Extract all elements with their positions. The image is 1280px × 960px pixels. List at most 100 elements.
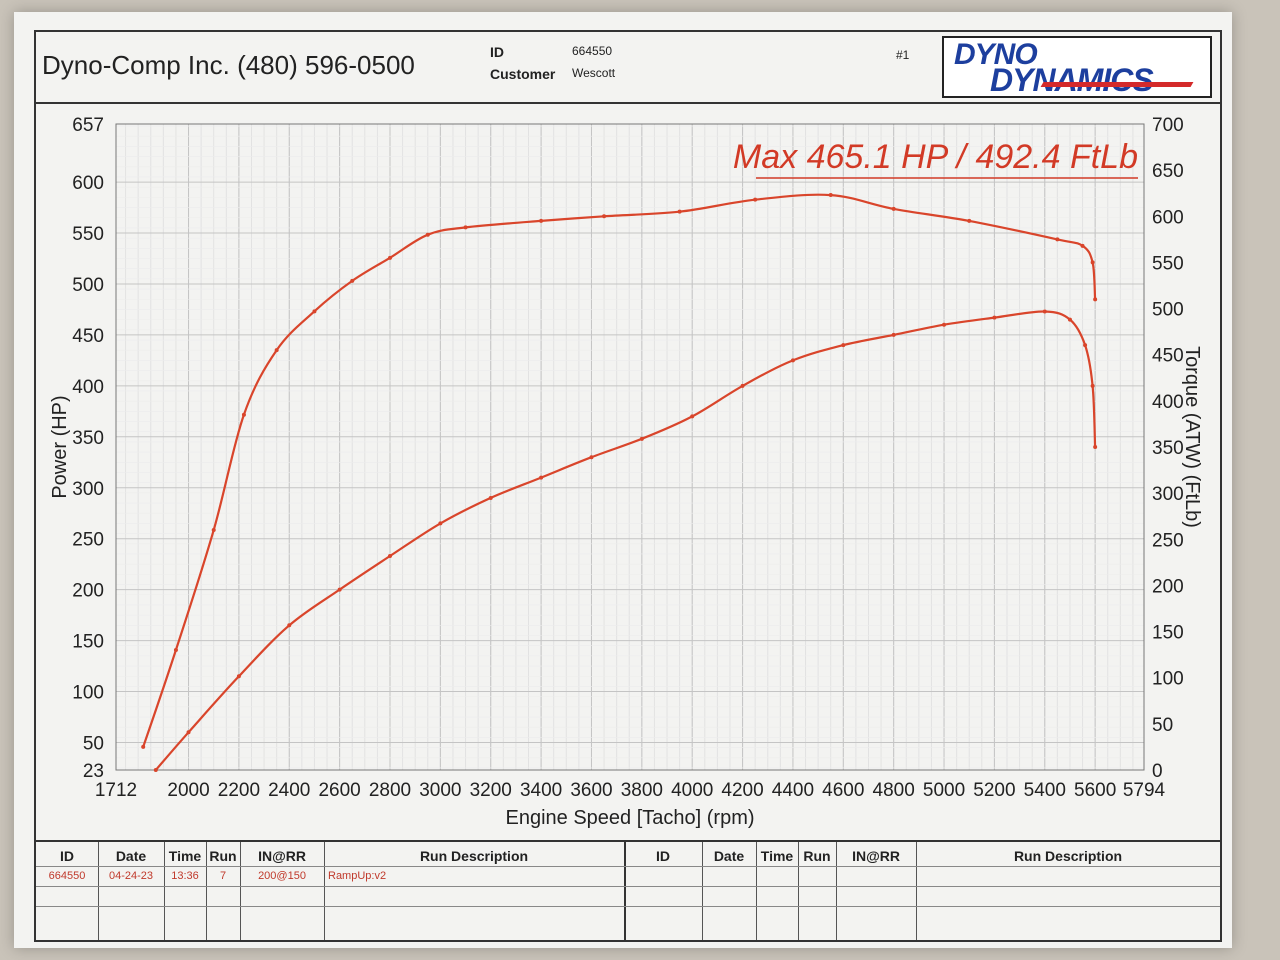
- y-tick-label: 250: [72, 530, 104, 551]
- table-row-line: [36, 866, 1220, 867]
- y2-tick-label: 50: [1152, 715, 1173, 736]
- y2-axis-label: Torque (ATW) (FtLb): [1181, 346, 1203, 528]
- x-tick-label: 3800: [621, 780, 663, 801]
- table-cell: 04-24-23: [108, 870, 154, 882]
- logo-line1: DYNO: [954, 38, 1038, 71]
- x-tick-label: 4400: [772, 780, 814, 801]
- y-tick-label: 400: [72, 377, 104, 398]
- header: Dyno-Comp Inc. (480) 596-0500 ID 664550 …: [36, 32, 1220, 104]
- x-tick-label: 1712: [95, 780, 137, 801]
- torque-point: [425, 232, 430, 237]
- power-point: [942, 322, 947, 327]
- table-header: IN@RR: [852, 848, 900, 864]
- x-tick-label: 2600: [318, 780, 360, 801]
- x-tick-label: 3000: [419, 780, 461, 801]
- torque-point: [539, 218, 544, 223]
- y2-tick-label: 700: [1152, 115, 1184, 136]
- x-tick-label: 5000: [923, 780, 965, 801]
- y-axis-label: Power (HP): [49, 395, 71, 498]
- x-tick-label: 4800: [873, 780, 915, 801]
- y-tick-label: 600: [72, 173, 104, 194]
- table-divider: [624, 842, 626, 940]
- table-header: Run Description: [1013, 848, 1123, 864]
- torque-point: [387, 255, 392, 260]
- table-header: Date: [713, 848, 745, 864]
- power-point: [1093, 445, 1098, 449]
- table-header: Run: [209, 848, 237, 864]
- torque-point: [274, 348, 279, 353]
- logo-line2: DYNAMICS: [990, 62, 1154, 98]
- torque-point: [1055, 237, 1060, 242]
- table-cell: RampUp:v2: [328, 870, 387, 882]
- x-tick-label: 2200: [218, 780, 260, 801]
- x-tick-label: 4000: [671, 780, 713, 801]
- table-cell: 7: [219, 870, 227, 882]
- table-divider: [164, 842, 165, 940]
- y2-tick-label: 550: [1152, 253, 1184, 274]
- torque-point: [753, 197, 758, 202]
- table-header: Time: [760, 848, 794, 864]
- torque-point: [1090, 260, 1095, 265]
- power-point: [639, 436, 644, 441]
- y-tick-label: 50: [83, 733, 104, 754]
- table-row-line: [36, 906, 1220, 907]
- table-divider: [98, 842, 99, 940]
- table-cell: 664550: [48, 870, 86, 882]
- power-point: [1042, 309, 1047, 314]
- torque-point: [312, 309, 317, 314]
- y2-tick-label: 200: [1152, 576, 1184, 597]
- table-cell: 200@150: [258, 870, 306, 882]
- torque-point: [967, 218, 972, 223]
- torque-point: [173, 648, 178, 653]
- y-tick-label: 150: [72, 632, 104, 653]
- power-point: [690, 414, 695, 419]
- x-tick-label: 3200: [470, 780, 512, 801]
- dyno-dynamics-logo: DYNO DYNAMICS: [942, 36, 1212, 98]
- torque-point: [1080, 243, 1085, 248]
- y-tick-label: 450: [72, 326, 104, 347]
- power-point: [337, 587, 342, 592]
- y2-tick-label: 350: [1152, 438, 1184, 459]
- torque-curve: [142, 193, 1097, 748]
- y-tick-label: 350: [72, 428, 104, 449]
- y-tick-label: 500: [72, 275, 104, 296]
- y-tick-label: 200: [72, 581, 104, 602]
- table-header: IN@RR: [258, 848, 306, 864]
- run-table: ID Date Time Run IN@RR Run Description ID Date T…: [36, 840, 1220, 940]
- x-tick-label: 5794: [1123, 780, 1166, 801]
- table-divider: [324, 842, 325, 940]
- table-header: ID: [656, 848, 670, 864]
- x-tick-label: 5200: [973, 780, 1015, 801]
- torque-point: [677, 209, 682, 214]
- x-tick-label: 2800: [369, 780, 411, 801]
- power-point: [589, 455, 594, 460]
- x-tick-label: 4200: [721, 780, 763, 801]
- y2-tick-label: 300: [1152, 484, 1184, 505]
- y2-tick-label: 450: [1152, 346, 1184, 367]
- torque-point: [828, 193, 833, 198]
- power-point: [539, 475, 544, 480]
- y2-tick-label: 500: [1152, 300, 1184, 321]
- y2-tick-label: 400: [1152, 392, 1184, 413]
- y2-tick-label: 150: [1152, 623, 1184, 644]
- chart-frame: Dyno-Comp Inc. (480) 596-0500 ID 664550 …: [34, 30, 1222, 942]
- dyno-chart: 1712 2000 2200 2400 2600 2800 3000 3200 3400 3600…: [49, 115, 1203, 829]
- torque-point: [602, 214, 607, 219]
- id-label: ID: [490, 44, 504, 60]
- torque-point: [241, 412, 246, 417]
- power-point: [153, 768, 158, 772]
- power-point: [1067, 317, 1072, 322]
- y-tick-label: 300: [72, 479, 104, 500]
- y2-tick-label: 600: [1152, 207, 1184, 228]
- y2-tick-label: 250: [1152, 530, 1184, 551]
- table-divider: [702, 842, 703, 940]
- x-tick-label: 5600: [1074, 780, 1116, 801]
- customer-label: Customer: [490, 66, 556, 82]
- table-header: ID: [60, 848, 74, 864]
- company-name: Dyno-Comp Inc. (480) 596-0500: [42, 50, 415, 80]
- y-tick-label: 657: [72, 115, 104, 136]
- dyno-sheet: Dyno-Comp Inc. (480) 596-0500 ID 664550 …: [14, 12, 1232, 948]
- x-tick-label: 3600: [570, 780, 612, 801]
- y2-tick-label: 650: [1152, 161, 1184, 182]
- power-curve: [154, 310, 1097, 771]
